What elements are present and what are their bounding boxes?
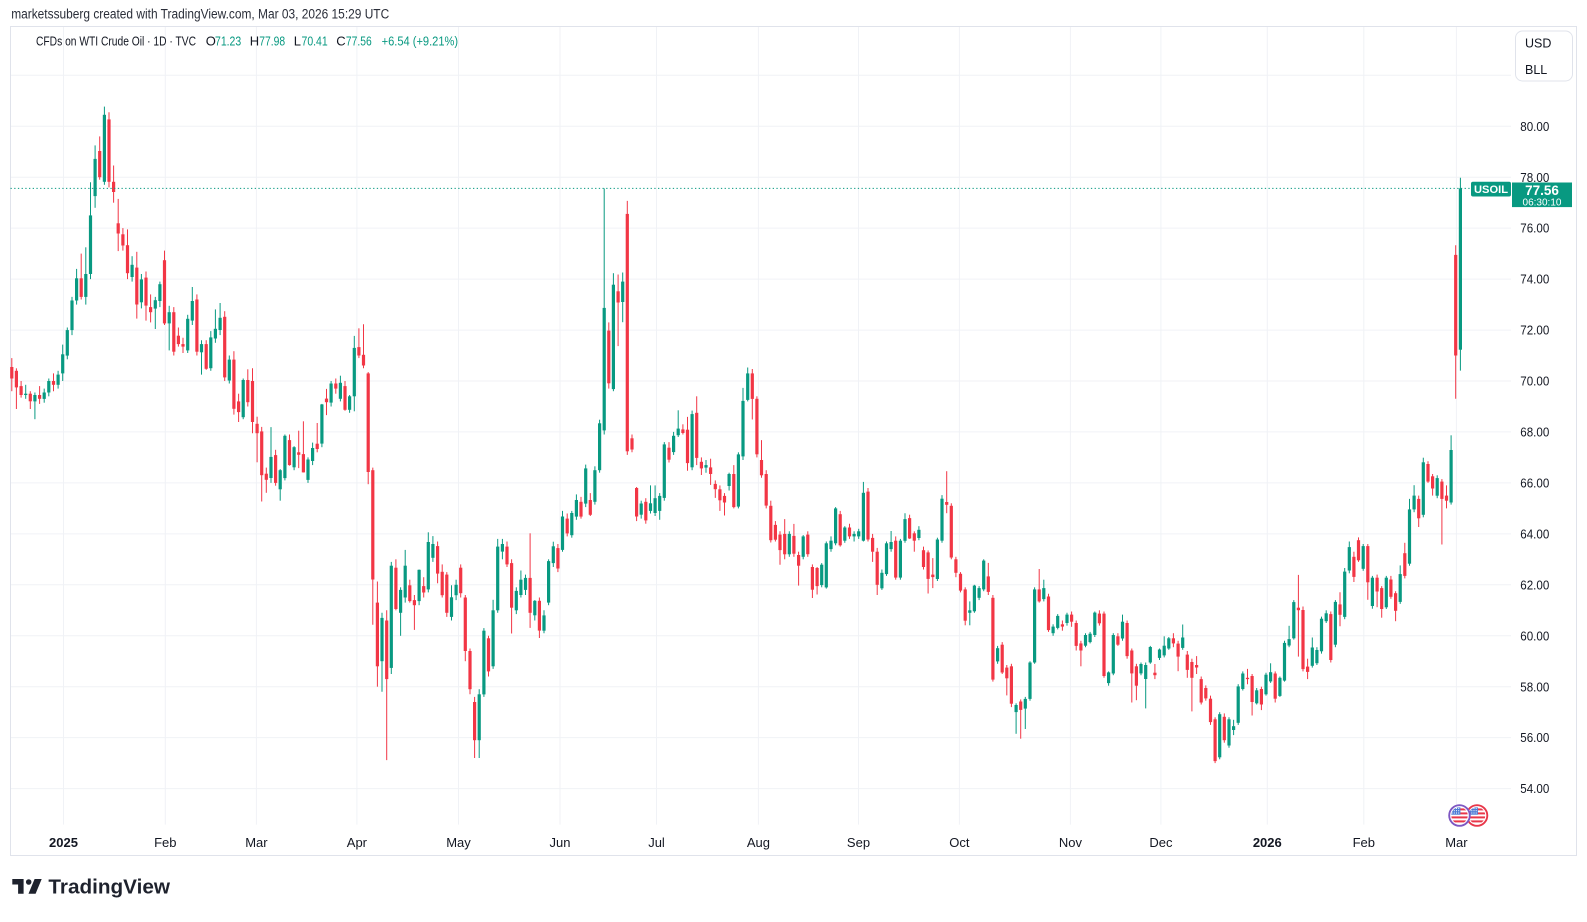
svg-text:Oct: Oct bbox=[949, 835, 970, 850]
svg-text:H: H bbox=[250, 34, 259, 49]
svg-text:76.00: 76.00 bbox=[1520, 221, 1549, 236]
svg-text:Sep: Sep bbox=[847, 835, 870, 850]
svg-text:71.23: 71.23 bbox=[215, 34, 241, 49]
svg-text:L: L bbox=[294, 34, 301, 49]
svg-text:Jul: Jul bbox=[648, 835, 665, 850]
svg-text:77.56: 77.56 bbox=[346, 34, 372, 49]
svg-text:Apr: Apr bbox=[347, 835, 368, 850]
svg-text:78.00: 78.00 bbox=[1520, 170, 1549, 185]
svg-text:64.00: 64.00 bbox=[1520, 527, 1549, 542]
svg-text:2025: 2025 bbox=[49, 835, 78, 850]
svg-text:77.56: 77.56 bbox=[1525, 183, 1559, 198]
svg-text:Feb: Feb bbox=[154, 835, 176, 850]
svg-text:54.00: 54.00 bbox=[1520, 781, 1549, 796]
svg-text:O: O bbox=[206, 34, 216, 49]
svg-text:70.41: 70.41 bbox=[302, 34, 328, 49]
svg-text:Mar: Mar bbox=[1445, 835, 1468, 850]
svg-text:Feb: Feb bbox=[1353, 835, 1375, 850]
svg-text:77.98: 77.98 bbox=[259, 34, 285, 49]
svg-text:USD: USD bbox=[1525, 37, 1551, 51]
svg-text:CFDs on WTI Crude Oil · 1D · T: CFDs on WTI Crude Oil · 1D · TVC bbox=[36, 34, 196, 49]
svg-text:C: C bbox=[336, 34, 345, 49]
svg-text:Jun: Jun bbox=[550, 835, 571, 850]
svg-text:Nov: Nov bbox=[1059, 835, 1083, 850]
svg-text:06:30:10: 06:30:10 bbox=[1523, 198, 1562, 209]
svg-text:Dec: Dec bbox=[1149, 835, 1173, 850]
svg-text:Aug: Aug bbox=[747, 835, 770, 850]
svg-text:May: May bbox=[446, 835, 471, 850]
svg-text:2026: 2026 bbox=[1253, 835, 1282, 850]
svg-text:marketssuberg created with Tra: marketssuberg created with TradingView.c… bbox=[11, 6, 389, 21]
svg-text:BLL: BLL bbox=[1525, 63, 1547, 77]
svg-text:80.00: 80.00 bbox=[1520, 119, 1549, 134]
svg-text:60.00: 60.00 bbox=[1520, 628, 1549, 643]
svg-text:USOIL: USOIL bbox=[1474, 184, 1508, 196]
svg-text:70.00: 70.00 bbox=[1520, 374, 1549, 389]
svg-text:Mar: Mar bbox=[245, 835, 268, 850]
svg-text:74.00: 74.00 bbox=[1520, 272, 1549, 287]
svg-text:TradingView: TradingView bbox=[48, 876, 170, 899]
svg-text:62.00: 62.00 bbox=[1520, 577, 1549, 592]
svg-text:58.00: 58.00 bbox=[1520, 679, 1549, 694]
svg-text:+6.54 (+9.21%): +6.54 (+9.21%) bbox=[382, 34, 459, 49]
svg-text:56.00: 56.00 bbox=[1520, 730, 1549, 745]
svg-text:68.00: 68.00 bbox=[1520, 425, 1549, 440]
svg-text:72.00: 72.00 bbox=[1520, 323, 1549, 338]
svg-text:66.00: 66.00 bbox=[1520, 476, 1549, 491]
